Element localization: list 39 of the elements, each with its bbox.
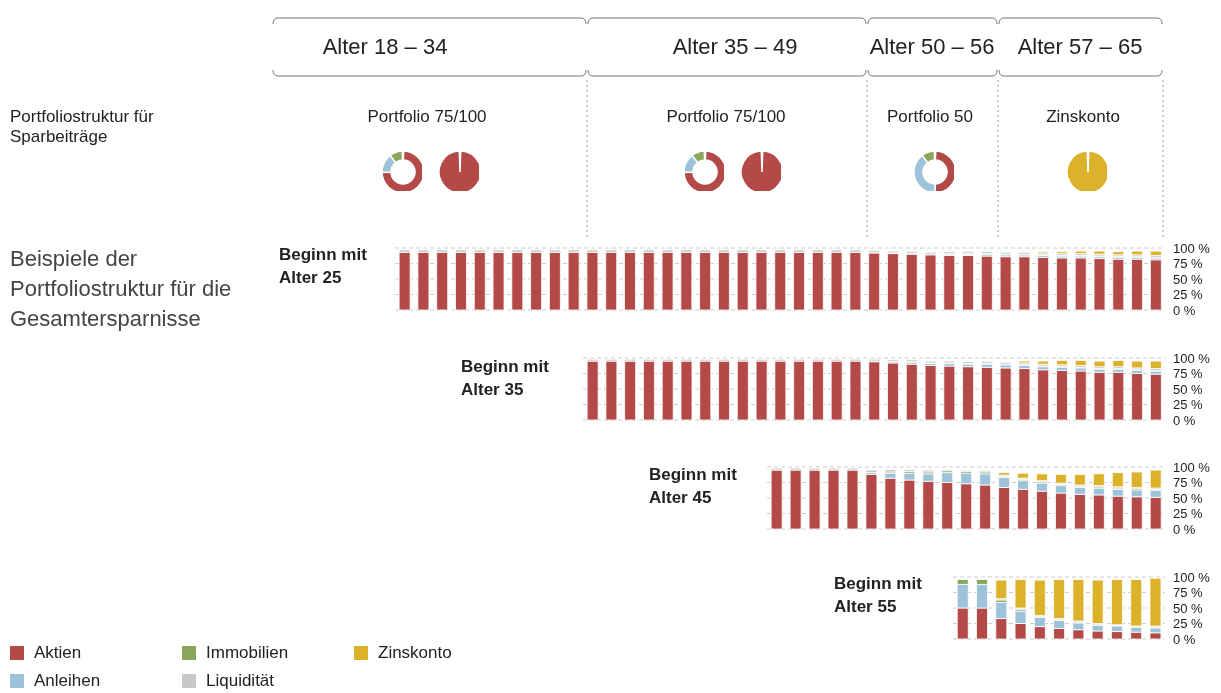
legend-label: Aktien: [34, 643, 82, 663]
y-tick-label: 0 %: [1173, 302, 1196, 318]
text: Beispiele der Portfoliostruktur für die Gesamtersparnisse: [10, 245, 233, 333]
legend-label: Immobilien: [206, 643, 289, 663]
chart-title: Portfolio 50: [886, 107, 974, 127]
text: Alter 57 – 65: [1017, 34, 1143, 59]
text: Beginn mit Alter 25: [279, 244, 368, 289]
y-tick-label: 75 %: [1173, 475, 1204, 491]
text: Alter 50 – 56: [869, 34, 995, 59]
y-tick-label: 75 %: [1173, 585, 1204, 601]
y-tick-label: 50 %: [1173, 600, 1204, 616]
legend-label: Anleihen: [34, 671, 101, 691]
text: Portfoliostruktur für Sparbeiträge: [10, 107, 155, 147]
y-tick-label: 25 %: [1173, 397, 1204, 413]
y-tick-label: 100 %: [1173, 459, 1211, 475]
y-tick-label: 75 %: [1173, 256, 1204, 272]
y-tick-label: 100 %: [1173, 350, 1211, 366]
text: Beginn mit Alter 55: [834, 573, 923, 618]
y-tick-label: 75 %: [1173, 366, 1204, 382]
y-tick-label: 0 %: [1173, 521, 1196, 537]
y-tick-label: 100 %: [1173, 569, 1211, 585]
text: Alter 18 – 34: [321, 34, 449, 60]
y-tick-label: 25 %: [1173, 506, 1204, 522]
text: Beginn mit Alter 35: [461, 356, 550, 401]
chart-title: Portfolio 75/100: [665, 107, 787, 127]
text: Beginn mit Alter 45: [649, 464, 738, 509]
y-tick-label: 50 %: [1173, 271, 1204, 287]
y-tick-label: 100 %: [1173, 240, 1211, 256]
y-tick-label: 25 %: [1173, 616, 1204, 632]
legend-label: Liquidität: [206, 671, 275, 691]
chart-title: Zinskonto: [1045, 107, 1121, 127]
y-tick-label: 25 %: [1173, 287, 1204, 303]
chart-title: Portfolio 75/100: [366, 107, 488, 127]
y-tick-label: 0 %: [1173, 631, 1196, 647]
y-tick-label: 50 %: [1173, 490, 1204, 506]
y-tick-label: 50 %: [1173, 381, 1204, 397]
legend-label: Zinskonto: [378, 643, 452, 663]
y-tick-label: 0 %: [1173, 412, 1196, 428]
text: Alter 35 – 49: [671, 34, 799, 60]
